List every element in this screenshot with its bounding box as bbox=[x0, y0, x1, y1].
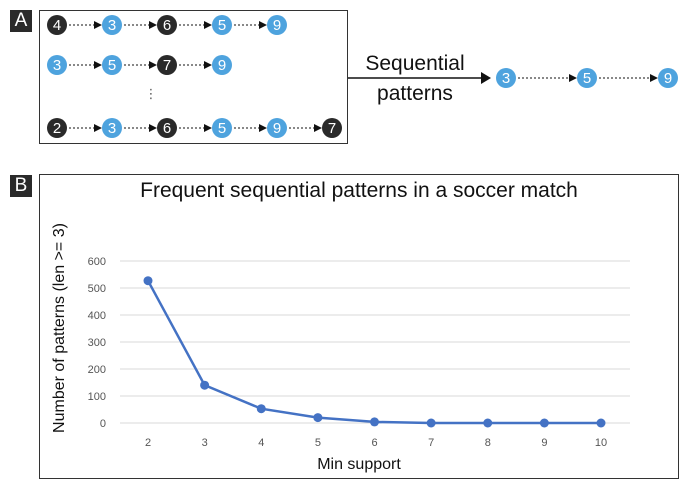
series-points bbox=[143, 276, 606, 428]
y-ticks: 0 100 200 300 400 500 600 bbox=[88, 256, 106, 430]
result-pattern: 3 5 9 bbox=[496, 68, 678, 88]
data-point bbox=[313, 413, 323, 423]
result-node-label: 3 bbox=[502, 70, 510, 87]
result-node bbox=[577, 68, 597, 88]
sequence-node bbox=[102, 55, 122, 75]
data-point bbox=[426, 418, 436, 428]
sequence-node bbox=[322, 118, 342, 138]
data-point bbox=[370, 417, 379, 427]
y-axis-title: Number of patterns (len >= 3) bbox=[51, 223, 68, 433]
ellipsis: ⋮ bbox=[145, 86, 158, 101]
sequence-node-label: 9 bbox=[218, 57, 226, 74]
sequence-node-label: 6 bbox=[163, 120, 171, 137]
chart-title: Frequent sequential patterns in a soccer… bbox=[140, 179, 578, 202]
x-tick-label: 4 bbox=[258, 437, 264, 449]
sequence-node-label: 5 bbox=[218, 120, 226, 137]
sequence-node-label: 2 bbox=[53, 120, 61, 137]
sequence-node-label: 7 bbox=[328, 120, 336, 137]
sequence-node-label: 3 bbox=[108, 120, 116, 137]
arrow-label-line2: patterns bbox=[377, 82, 453, 105]
main-arrow-head bbox=[481, 72, 491, 84]
sequence-node bbox=[47, 15, 67, 35]
y-tick-label: 0 bbox=[100, 418, 106, 430]
sequence-node-label: 3 bbox=[53, 57, 61, 74]
sequence-node bbox=[102, 118, 122, 138]
result-node bbox=[658, 68, 678, 88]
sequence-node bbox=[212, 55, 232, 75]
sequence-node-label: 3 bbox=[108, 17, 116, 34]
x-tick-label: 9 bbox=[541, 437, 547, 449]
y-tick-label: 400 bbox=[88, 310, 106, 322]
sequence-node-label: 9 bbox=[273, 120, 281, 137]
sequence-node bbox=[267, 15, 287, 35]
x-tick-label: 5 bbox=[315, 437, 321, 449]
sequence-diagram: 4 3 6 5 9 3 5 7 9 2 3 6 5 9 7 ⋮ Sequential patterns 3 5… bbox=[47, 15, 678, 138]
result-node-label: 5 bbox=[583, 70, 591, 87]
sequence-node bbox=[157, 55, 177, 75]
data-point bbox=[539, 418, 549, 428]
data-point bbox=[200, 380, 210, 390]
series-line bbox=[146, 280, 601, 425]
gridlines bbox=[120, 260, 630, 424]
sequence-node bbox=[212, 118, 232, 138]
sequence-node-label: 6 bbox=[163, 17, 171, 34]
y-tick-label: 300 bbox=[88, 337, 106, 349]
sequence-node bbox=[267, 118, 287, 138]
panel-b-box bbox=[39, 174, 679, 479]
result-node bbox=[496, 68, 516, 88]
result-node-label: 9 bbox=[664, 70, 672, 87]
sequence-node bbox=[102, 15, 122, 35]
data-point bbox=[596, 418, 606, 428]
y-tick-label: 500 bbox=[88, 283, 106, 295]
y-tick-label: 100 bbox=[88, 391, 106, 403]
x-tick-label: 8 bbox=[485, 437, 491, 449]
sequence-node-label: 5 bbox=[218, 17, 226, 34]
sequence-node-label: 9 bbox=[273, 17, 281, 34]
panel-b-label: B bbox=[10, 175, 32, 197]
y-tick-label: 600 bbox=[88, 256, 106, 268]
arrow-label-line1: Sequential bbox=[365, 52, 464, 75]
sequence-node-label: 5 bbox=[108, 57, 116, 74]
sequence-node-label: 4 bbox=[53, 17, 61, 34]
x-ticks: 2 3 4 5 6 7 8 9 10 bbox=[145, 437, 607, 449]
sequence-node bbox=[47, 118, 67, 138]
y-tick-label: 200 bbox=[88, 364, 106, 376]
sequence-node bbox=[157, 118, 177, 138]
sequence-rows: 4 3 6 5 9 3 5 7 9 2 3 6 5 9 7 bbox=[47, 15, 342, 138]
x-tick-label: 7 bbox=[428, 437, 434, 449]
x-tick-label: 2 bbox=[145, 437, 151, 449]
x-tick-label: 10 bbox=[595, 437, 607, 449]
panel-a-box bbox=[39, 10, 348, 144]
sequence-node bbox=[157, 15, 177, 35]
data-point bbox=[143, 276, 153, 286]
x-tick-label: 6 bbox=[371, 437, 377, 449]
sequence-node-label: 7 bbox=[163, 57, 171, 74]
sequence-node bbox=[47, 55, 67, 75]
panel-a-label: A bbox=[10, 10, 32, 32]
sequence-node bbox=[212, 15, 232, 35]
data-point bbox=[483, 418, 493, 428]
x-axis-title: Min support bbox=[317, 456, 401, 473]
data-point bbox=[256, 404, 266, 414]
x-tick-label: 3 bbox=[202, 437, 208, 449]
